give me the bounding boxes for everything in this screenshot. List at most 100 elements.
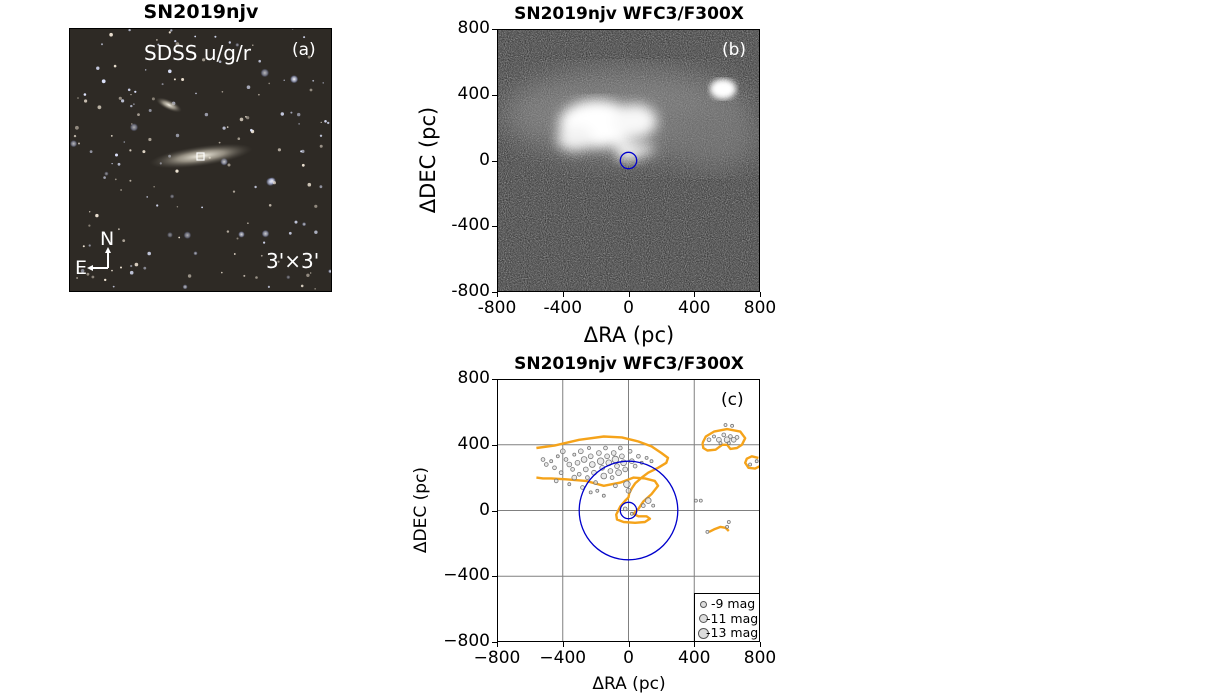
star bbox=[303, 36, 306, 39]
star bbox=[258, 59, 261, 63]
contours bbox=[536, 427, 761, 533]
x-tick-mark bbox=[562, 292, 564, 297]
panel-c-xlabel: ΔRA (pc) bbox=[592, 674, 666, 694]
star bbox=[175, 169, 179, 173]
legend-marker-medium bbox=[699, 614, 708, 623]
y-tick-label: −800 bbox=[443, 631, 490, 651]
source-point bbox=[712, 434, 716, 439]
star bbox=[201, 206, 204, 209]
star bbox=[306, 273, 310, 277]
source-map bbox=[497, 379, 761, 642]
star bbox=[327, 121, 330, 125]
source-point bbox=[705, 529, 710, 534]
legend-marker-small bbox=[700, 601, 707, 608]
source-point bbox=[572, 452, 577, 457]
legend-label-large: -13 mag bbox=[706, 625, 759, 640]
source-point bbox=[570, 467, 575, 472]
star bbox=[324, 120, 327, 123]
star bbox=[129, 123, 139, 132]
star bbox=[133, 103, 135, 106]
star bbox=[156, 204, 159, 207]
source-point bbox=[567, 482, 572, 487]
star bbox=[104, 278, 107, 282]
source-point bbox=[698, 498, 703, 503]
star bbox=[111, 163, 113, 165]
star bbox=[175, 42, 180, 46]
star bbox=[294, 220, 298, 224]
star bbox=[246, 85, 251, 89]
star bbox=[205, 57, 208, 60]
star bbox=[246, 116, 250, 120]
legend-box: -9 mag -11 mag -13 mag bbox=[694, 593, 760, 642]
star bbox=[168, 69, 172, 74]
x-tick-label: 400 bbox=[678, 298, 711, 318]
panel-b-frame bbox=[497, 29, 760, 292]
source-point bbox=[588, 490, 593, 495]
star bbox=[228, 41, 231, 44]
sn-position-circle bbox=[619, 151, 638, 170]
host-galaxy bbox=[149, 143, 253, 169]
legend-marker-large bbox=[698, 628, 709, 639]
source-point bbox=[725, 524, 730, 529]
star bbox=[260, 68, 270, 78]
source-point bbox=[580, 456, 588, 463]
star bbox=[156, 39, 158, 41]
y-tick-label: -800 bbox=[451, 281, 490, 301]
source-point bbox=[549, 459, 554, 464]
star bbox=[127, 88, 131, 92]
panel-a-title: SN2019njv bbox=[143, 1, 259, 23]
x-tick-mark bbox=[694, 292, 696, 297]
star bbox=[89, 150, 93, 153]
star bbox=[267, 285, 270, 288]
star bbox=[232, 190, 236, 193]
star bbox=[88, 224, 91, 227]
star bbox=[255, 276, 258, 279]
source-point bbox=[726, 441, 731, 445]
star bbox=[310, 272, 312, 274]
star bbox=[151, 97, 155, 101]
sn-location-box bbox=[196, 152, 205, 161]
star bbox=[104, 171, 109, 176]
star bbox=[118, 96, 122, 100]
east-label: E bbox=[75, 257, 88, 279]
panel-b-tag: (b) bbox=[722, 40, 747, 60]
star bbox=[320, 121, 322, 123]
source-map-svg bbox=[497, 379, 761, 642]
bright-knot bbox=[710, 79, 736, 99]
source-point bbox=[754, 459, 759, 464]
panel-b-ylabel: ΔDEC (pc) bbox=[416, 106, 440, 214]
legend-entry-large: -13 mag bbox=[698, 625, 759, 641]
star bbox=[252, 44, 254, 46]
star bbox=[112, 285, 115, 288]
source-point bbox=[651, 503, 656, 508]
y-tick-mark bbox=[492, 576, 497, 578]
star bbox=[181, 78, 185, 81]
contour-upper-right bbox=[701, 427, 747, 452]
source-point bbox=[596, 450, 602, 456]
source-point bbox=[644, 456, 649, 460]
source-point bbox=[728, 434, 733, 439]
x-tick-mark bbox=[562, 642, 564, 647]
star bbox=[298, 123, 300, 125]
source-point bbox=[603, 445, 608, 451]
x-tick-mark bbox=[628, 642, 630, 647]
x-tick-label: 0 bbox=[623, 298, 634, 318]
star bbox=[319, 134, 323, 137]
star bbox=[263, 241, 266, 244]
star bbox=[227, 163, 231, 167]
star bbox=[134, 262, 139, 267]
star bbox=[157, 43, 160, 46]
x-tick-label: 400 bbox=[678, 648, 711, 668]
source-point bbox=[609, 475, 615, 480]
star bbox=[222, 126, 226, 130]
star bbox=[118, 228, 120, 231]
contour-small bbox=[708, 525, 730, 533]
source-point bbox=[730, 436, 737, 443]
star bbox=[130, 94, 132, 96]
north-label: N bbox=[100, 228, 115, 250]
star bbox=[134, 90, 137, 93]
source-point bbox=[540, 457, 546, 462]
legend-label-medium: -11 mag bbox=[706, 611, 759, 626]
star bbox=[142, 150, 146, 154]
source-point bbox=[619, 453, 625, 460]
